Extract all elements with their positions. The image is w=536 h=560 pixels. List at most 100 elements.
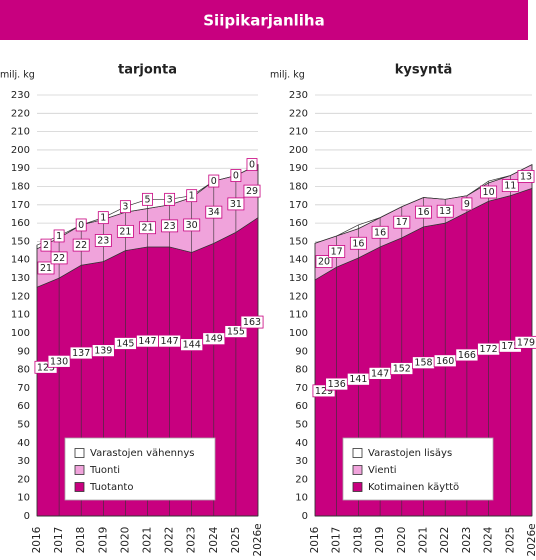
x-tick-label: 2024 <box>483 526 495 553</box>
value-label-box <box>461 197 473 211</box>
value-label-group: 0 <box>75 218 87 232</box>
value-label: 16 <box>374 227 386 238</box>
value-label: 158 <box>414 358 432 369</box>
value-label-group: 17 <box>328 245 346 258</box>
value-label: 5 <box>144 194 150 205</box>
value-label-group: 16 <box>349 236 367 250</box>
y-tick-label: 90 <box>17 346 30 357</box>
value-label-box <box>227 197 245 211</box>
value-label-box <box>517 170 535 183</box>
y-tick-label: 200 <box>11 145 30 156</box>
value-label: 147 <box>138 336 156 347</box>
value-label-group: 136 <box>325 377 349 391</box>
value-label-group: 3 <box>119 200 131 214</box>
x-tick-label: 2023 <box>186 527 198 554</box>
y-tick-label: 200 <box>289 145 308 156</box>
y-tick-label: 180 <box>11 182 30 193</box>
y-tick-label: 120 <box>289 291 308 302</box>
y-tick-label: 210 <box>289 127 308 138</box>
value-label-group: 1 <box>53 229 65 243</box>
x-tick-label: 2021 <box>418 527 430 554</box>
value-label-group: 155 <box>224 325 248 338</box>
x-tick-label: 2026e <box>252 523 264 556</box>
y-tick-label: 230 <box>11 90 30 101</box>
value-label-box <box>349 236 367 250</box>
value-label-group: 1 <box>97 211 109 225</box>
x-tick-label: 2016 <box>309 526 321 553</box>
value-label-group: 29 <box>243 184 261 198</box>
value-label: 0 <box>78 220 84 231</box>
value-label-box <box>75 218 87 232</box>
value-label: 34 <box>208 207 220 218</box>
legend-swatch <box>352 465 363 475</box>
value-label-group: 166 <box>455 348 479 362</box>
value-label-box <box>72 238 90 252</box>
x-tick-label: 2021 <box>142 527 154 554</box>
value-label-group: 9 <box>461 197 473 211</box>
value-label-box <box>91 344 115 358</box>
y-tick-label: 100 <box>289 328 308 339</box>
value-label-box <box>230 169 242 182</box>
value-label: 147 <box>161 336 179 347</box>
y-tick-label: 220 <box>11 108 30 119</box>
value-label: 163 <box>243 317 261 328</box>
y-tick-label: 110 <box>289 310 308 321</box>
header-title: Siipikarjanliha <box>203 12 325 30</box>
legend-swatch <box>74 465 85 475</box>
legend-label: Tuonti <box>89 465 120 476</box>
value-label-box <box>501 179 519 193</box>
value-label-box <box>243 184 261 198</box>
y-tick-label: 10 <box>17 493 30 504</box>
value-label: 17 <box>331 247 343 258</box>
value-label-group: 139 <box>91 344 115 358</box>
x-tick-label: 2018 <box>75 527 87 554</box>
legend-box <box>64 437 216 501</box>
value-label-box <box>50 251 68 265</box>
y-tick-label: 90 <box>295 346 308 357</box>
value-label-group: 11 <box>501 179 519 193</box>
y-tick-label: 0 <box>302 511 308 522</box>
x-tick-label: 2020 <box>396 527 408 554</box>
legend-swatch <box>74 448 85 458</box>
value-label: 160 <box>436 356 454 367</box>
y-tick-label: 80 <box>17 365 30 376</box>
value-label: 22 <box>53 253 65 264</box>
value-label-group: 17 <box>393 215 411 229</box>
value-label-box <box>53 229 65 243</box>
value-label: 1 <box>189 191 195 202</box>
value-label: 21 <box>141 223 153 234</box>
value-label-box <box>142 192 153 206</box>
y-tick-label: 110 <box>11 310 30 321</box>
value-label: 147 <box>371 368 389 379</box>
y-tick-label: 20 <box>17 474 30 485</box>
value-label-box <box>208 174 220 188</box>
y-tick-label: 130 <box>289 273 308 284</box>
chart-title: tarjonta <box>118 63 177 78</box>
x-tick-label: 2023 <box>461 527 473 554</box>
y-tick-label: 60 <box>295 401 308 412</box>
value-label-group: 16 <box>415 205 432 219</box>
value-label-group: 137 <box>69 346 93 360</box>
y-tick-label: 210 <box>11 127 30 138</box>
value-label: 144 <box>183 340 201 351</box>
x-tick-label: 2022 <box>439 527 451 554</box>
value-label-group: 21 <box>139 221 156 235</box>
value-label-group: 149 <box>202 332 226 346</box>
value-label-group: 34 <box>205 205 223 219</box>
x-tick-label: 2024 <box>208 526 220 553</box>
legend-label: Varastojen lisäys <box>368 448 452 459</box>
value-label-box <box>47 354 71 368</box>
value-label: 145 <box>116 338 134 349</box>
legend-label: Tuotanto <box>89 482 133 493</box>
value-label: 149 <box>205 334 223 345</box>
value-label-group: 16 <box>371 225 389 239</box>
value-label-group: 30 <box>183 218 201 232</box>
y-tick-label: 40 <box>17 438 30 449</box>
value-label-box <box>224 325 248 338</box>
value-label-group: 21 <box>116 224 134 238</box>
value-label: 9 <box>464 199 470 210</box>
value-label-group: 20 <box>315 255 333 268</box>
y-tick-label: 190 <box>289 163 308 174</box>
value-label-box <box>371 225 389 239</box>
